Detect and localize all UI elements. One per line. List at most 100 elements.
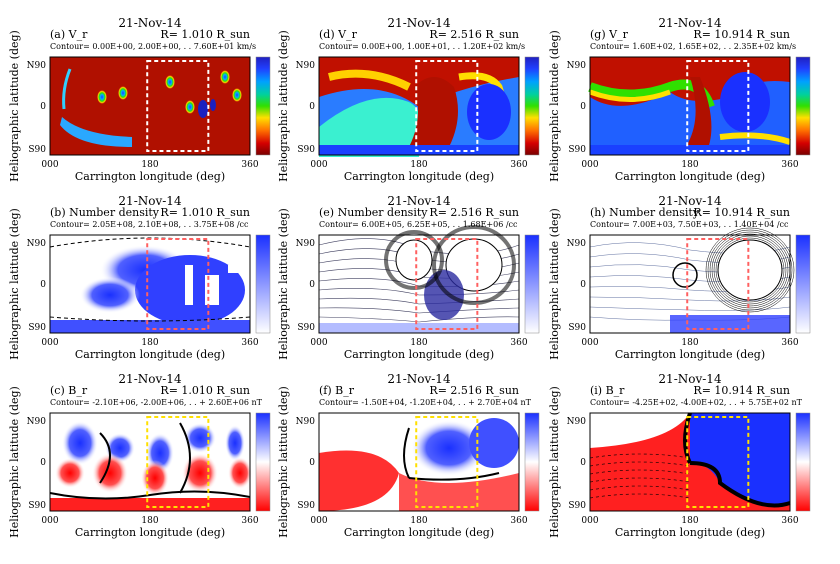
x-tick-label: 180 bbox=[141, 338, 158, 348]
panel-contour-levels: Contour= 1.60E+02, 1.65E+02, . . 2.35E+0… bbox=[590, 42, 796, 51]
x-tick-label: 360 bbox=[510, 516, 527, 526]
panel-title: (e) Number density bbox=[319, 206, 428, 219]
y-tick-label: N90 bbox=[27, 417, 47, 427]
panel-i: 21-Nov-14 (i) B_r R= 10.914 R_sunContour= … bbox=[548, 372, 811, 539]
x-tick-label: 000 bbox=[41, 160, 58, 170]
x-axis-label: Carrington longitude (deg) bbox=[615, 348, 765, 361]
x-tick-label: 360 bbox=[781, 160, 798, 170]
y-tick-label: S90 bbox=[568, 501, 586, 511]
y-tick-label: S90 bbox=[568, 145, 586, 155]
x-tick-label: 180 bbox=[141, 160, 158, 170]
x-tick-label: 360 bbox=[241, 516, 258, 526]
panel-b: 21-Nov-14(b) Number density R= 1.010 R_su… bbox=[8, 194, 271, 361]
panel-radius: R= 2.516 R_sun bbox=[429, 384, 519, 397]
panel-contour-levels: Contour= 0.00E+00, 2.00E+00, . . 7.60E+0… bbox=[50, 42, 256, 51]
panel-radius: R= 1.010 R_sun bbox=[160, 384, 250, 397]
plot-frame bbox=[318, 234, 520, 334]
plot-frame bbox=[49, 56, 251, 156]
highlight-box bbox=[686, 416, 750, 508]
y-axis-label: Heliographic latitude (deg) bbox=[548, 386, 561, 538]
y-tick-label: 0 bbox=[580, 102, 586, 112]
y-axis-label: Heliographic latitude (deg) bbox=[8, 386, 21, 538]
x-axis-label: Carrington longitude (deg) bbox=[615, 526, 765, 539]
panel-radius: R= 2.516 R_sun bbox=[429, 206, 519, 219]
x-axis-label: Carrington longitude (deg) bbox=[75, 348, 225, 361]
panel-date: 21-Nov-14 bbox=[658, 372, 722, 386]
panel-date: 21-Nov-14 bbox=[118, 194, 182, 208]
x-tick-label: 000 bbox=[41, 338, 58, 348]
y-axis-label: Heliographic latitude (deg) bbox=[548, 208, 561, 360]
plot-frame bbox=[589, 412, 791, 512]
y-tick-label: S90 bbox=[28, 501, 46, 511]
panel-radius: R= 10.914 R_sun bbox=[693, 384, 790, 397]
panel-date: 21-Nov-14 bbox=[658, 194, 722, 208]
y-tick-label: N90 bbox=[567, 239, 587, 249]
highlight-box bbox=[686, 238, 750, 330]
panel-contour-levels: Contour= 2.05E+08, 2.10E+08, . . 3.75E+0… bbox=[50, 220, 249, 229]
y-tick-label: S90 bbox=[28, 145, 46, 155]
y-tick-label: 0 bbox=[40, 458, 46, 468]
y-tick-label: 0 bbox=[40, 102, 46, 112]
x-axis-label: Carrington longitude (deg) bbox=[75, 526, 225, 539]
x-tick-label: 000 bbox=[581, 516, 598, 526]
x-tick-label: 180 bbox=[410, 338, 427, 348]
panel-radius: R= 2.516 R_sun bbox=[429, 28, 519, 41]
y-tick-label: N90 bbox=[296, 417, 316, 427]
y-tick-label: S90 bbox=[568, 323, 586, 333]
heatmap-c bbox=[49, 413, 252, 511]
x-tick-label: 000 bbox=[581, 160, 598, 170]
y-tick-label: N90 bbox=[27, 61, 47, 71]
heatmap-g bbox=[588, 57, 791, 155]
y-tick-label: S90 bbox=[297, 501, 315, 511]
panel-date: 21-Nov-14 bbox=[118, 16, 182, 30]
plot-frame bbox=[589, 234, 791, 334]
y-tick-label: 0 bbox=[580, 280, 586, 290]
highlight-box bbox=[415, 60, 479, 152]
colorbar bbox=[524, 56, 540, 156]
colorbar bbox=[795, 234, 811, 334]
panel-title: (i) B_r bbox=[590, 384, 625, 397]
panel-radius: R= 1.010 R_sun bbox=[160, 206, 250, 219]
heatmap-h bbox=[589, 227, 795, 333]
x-tick-label: 360 bbox=[510, 338, 527, 348]
y-tick-label: 0 bbox=[309, 280, 315, 290]
x-tick-label: 000 bbox=[41, 516, 58, 526]
highlight-box bbox=[415, 416, 479, 508]
panel-contour-levels: Contour= 0.00E+00, 1.00E+01, . . 1.20E+0… bbox=[319, 42, 525, 51]
panel-date: 21-Nov-14 bbox=[387, 194, 451, 208]
panel-date: 21-Nov-14 bbox=[658, 16, 722, 30]
x-tick-label: 360 bbox=[781, 516, 798, 526]
y-tick-label: 0 bbox=[309, 102, 315, 112]
colorbar bbox=[255, 234, 271, 334]
x-tick-label: 360 bbox=[781, 338, 798, 348]
y-axis-label: Heliographic latitude (deg) bbox=[548, 30, 561, 182]
panel-contour-levels: Contour= -1.50E+04, -1.20E+04, . . + 2.7… bbox=[319, 398, 532, 407]
heatmap-d bbox=[319, 57, 519, 157]
panel-radius: R= 10.914 R_sun bbox=[693, 206, 790, 219]
x-tick-label: 000 bbox=[310, 160, 327, 170]
x-axis-label: Carrington longitude (deg) bbox=[615, 170, 765, 183]
y-tick-label: N90 bbox=[27, 239, 47, 249]
panel-contour-levels: Contour= 7.00E+03, 7.50E+03, . . 1.40E+0… bbox=[590, 220, 789, 229]
x-tick-label: 180 bbox=[681, 516, 698, 526]
y-axis-label: Heliographic latitude (deg) bbox=[277, 386, 290, 538]
colorbar bbox=[524, 234, 540, 334]
x-tick-label: 180 bbox=[410, 516, 427, 526]
y-tick-label: N90 bbox=[567, 61, 587, 71]
highlight-box bbox=[146, 416, 210, 508]
y-tick-label: N90 bbox=[296, 239, 316, 249]
panel-radius: R= 1.010 R_sun bbox=[160, 28, 250, 41]
y-axis-label: Heliographic latitude (deg) bbox=[277, 208, 290, 360]
panel-g: 21-Nov-14 (g) V_r R= 10.914 R_sunContour= … bbox=[548, 16, 811, 183]
highlight-box bbox=[146, 60, 210, 152]
heatmap-f bbox=[319, 413, 519, 511]
plot-frame bbox=[49, 234, 251, 334]
x-tick-label: 360 bbox=[241, 160, 258, 170]
panel-date: 21-Nov-14 bbox=[118, 372, 182, 386]
y-tick-label: N90 bbox=[567, 417, 587, 427]
